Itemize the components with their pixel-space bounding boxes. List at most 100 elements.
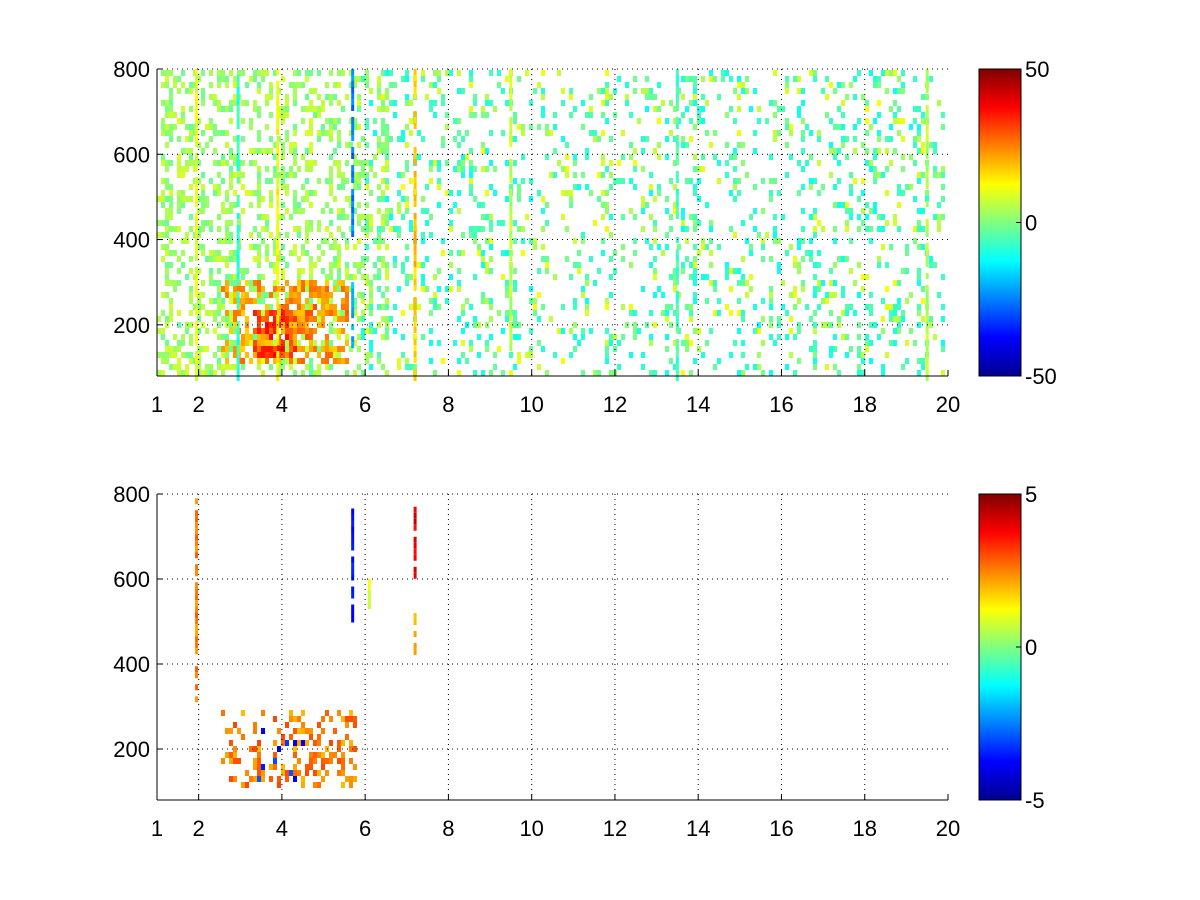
bottom-heatmap-cell — [229, 776, 233, 782]
top-heatmap-cell — [293, 190, 297, 196]
top-heatmap-cell — [773, 226, 777, 232]
top-heatmap-cell — [169, 310, 173, 316]
bottom-heatmap-cell — [221, 710, 225, 716]
top-heatmap-cell — [337, 268, 341, 274]
top-heatmap-cell — [293, 334, 297, 340]
top-heatmap-cell — [633, 334, 637, 340]
top-heatmap-cell — [617, 160, 621, 166]
top-heatmap-cell — [253, 298, 257, 304]
top-heatmap-cell — [361, 76, 365, 82]
top-heatmap-cell — [313, 304, 317, 310]
top-heatmap-cell — [817, 136, 821, 142]
top-heatmap-stripe — [195, 87, 199, 93]
top-heatmap-cell — [881, 316, 885, 322]
top-heatmap-cell — [377, 76, 381, 82]
top-heatmap-cell — [673, 268, 677, 274]
top-heatmap-cell — [385, 298, 389, 304]
top-heatmap-cell — [333, 262, 337, 268]
top-heatmap-cell — [509, 262, 513, 268]
top-heatmap-cell — [453, 118, 457, 124]
top-heatmap-cell — [917, 358, 921, 364]
top-heatmap-cell — [329, 70, 333, 76]
top-heatmap-stripe — [675, 99, 679, 105]
top-heatmap-cell — [437, 178, 441, 184]
top-heatmap-cell — [225, 280, 229, 286]
top-heatmap-cell — [473, 196, 477, 202]
top-heatmap-cell — [217, 250, 221, 256]
top-heatmap-cell — [373, 238, 377, 244]
top-heatmap-cell — [337, 280, 341, 286]
top-heatmap-cell — [253, 160, 257, 166]
top-heatmap-cell — [257, 340, 261, 346]
top-heatmap-cell — [385, 178, 389, 184]
top-heatmap-cell — [853, 94, 857, 100]
top-heatmap-stripe — [413, 339, 417, 345]
top-heatmap-cell — [577, 340, 581, 346]
top-heatmap-cell — [569, 352, 573, 358]
top-heatmap-cell — [541, 256, 545, 262]
top-heatmap-cell — [801, 100, 805, 106]
top-heatmap-cell — [337, 166, 341, 172]
top-heatmap-cell — [605, 190, 609, 196]
top-heatmap-stripe — [413, 75, 417, 81]
top-heatmap-cell — [809, 154, 813, 160]
bottom-heatmap-stripe — [351, 568, 355, 575]
top-heatmap-cell — [685, 76, 689, 82]
top-heatmap-cell — [185, 88, 189, 94]
top-heatmap-cell — [217, 76, 221, 82]
top-heatmap-cell — [669, 214, 673, 220]
top-heatmap-cell — [873, 148, 877, 154]
bottom-heatmap-cell — [253, 764, 257, 770]
top-heatmap-cell — [697, 220, 701, 226]
top-heatmap-cell — [385, 88, 389, 94]
top-y-tick-label: 400 — [113, 228, 150, 253]
top-heatmap-cell — [269, 202, 273, 208]
top-heatmap-cell — [281, 214, 285, 220]
top-heatmap-cell — [157, 196, 161, 202]
top-heatmap-cell — [401, 310, 405, 316]
top-heatmap-stripe — [413, 219, 417, 225]
top-heatmap-cell — [649, 94, 653, 100]
bottom-heatmap-cell — [309, 764, 313, 770]
top-heatmap-cell — [177, 346, 181, 352]
bottom-heatmap-cell — [297, 758, 301, 764]
top-heatmap-cell — [881, 214, 885, 220]
bottom-heatmap-stripe — [195, 618, 199, 625]
top-heatmap-cell — [401, 196, 405, 202]
top-heatmap-cell — [905, 358, 909, 364]
top-heatmap-grid — [157, 68, 948, 376]
top-heatmap-cell — [369, 160, 373, 166]
top-heatmap-cell — [385, 214, 389, 220]
bottom-heatmap-cell — [321, 758, 325, 764]
top-heatmap-cell — [409, 118, 413, 124]
top-heatmap-cell — [261, 298, 265, 304]
top-heatmap-cell — [269, 352, 273, 358]
top-heatmap-cell — [349, 130, 353, 136]
top-heatmap-cell — [849, 214, 853, 220]
top-heatmap-cell — [209, 118, 213, 124]
top-heatmap-cell — [769, 370, 773, 376]
top-heatmap-cell — [165, 70, 169, 76]
top-heatmap-cell — [897, 130, 901, 136]
top-heatmap-cell — [509, 250, 513, 256]
top-heatmap-cell — [713, 154, 717, 160]
top-heatmap-cell — [473, 166, 477, 172]
top-heatmap-stripe — [236, 177, 240, 183]
top-heatmap-cell — [801, 166, 805, 172]
top-heatmap-cell — [233, 346, 237, 352]
top-heatmap-cell — [333, 196, 337, 202]
top-heatmap-cell — [273, 292, 277, 298]
top-heatmap-stripe — [413, 255, 417, 261]
top-heatmap-cell — [729, 352, 733, 358]
top-heatmap-cell — [177, 196, 181, 202]
top-heatmap-cell — [477, 334, 481, 340]
top-heatmap-cell — [941, 274, 945, 280]
top-heatmap-cell — [941, 214, 945, 220]
top-heatmap-cell — [605, 340, 609, 346]
top-heatmap-cell — [405, 160, 409, 166]
top-heatmap-cell — [469, 346, 473, 352]
top-heatmap-cell — [373, 154, 377, 160]
top-heatmap-cell — [429, 298, 433, 304]
top-heatmap-cell — [885, 286, 889, 292]
top-heatmap-cell — [537, 268, 541, 274]
